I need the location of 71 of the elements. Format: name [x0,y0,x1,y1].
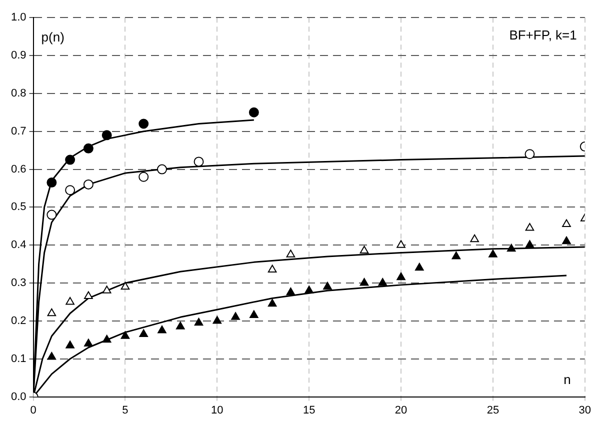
point [250,310,258,318]
y-tick-label: 0.7 [10,125,26,138]
point [415,262,424,271]
y-tick-label: 0.4 [10,239,26,252]
point [47,352,56,360]
x-tick-label: 30 [578,404,592,416]
y-tick-label: 0.8 [10,87,26,100]
point [194,156,204,167]
point [66,297,74,305]
point [562,219,571,228]
point [524,149,535,160]
x-axis-title: n [564,372,571,387]
point [120,282,130,290]
point [268,264,277,273]
point [102,286,112,294]
x-tick-label: 10 [211,404,224,416]
point [46,178,57,188]
point [488,250,498,258]
point [158,325,166,334]
point [470,234,479,242]
point [47,308,56,316]
y-tick-label: 1.0 [10,12,26,24]
point [286,250,296,258]
point [102,334,112,343]
text: BF+FP, k=1 [509,28,577,43]
point [212,316,222,324]
point [525,223,534,231]
y-tick-label: 0.3 [10,277,26,290]
point [84,338,93,346]
point [120,331,130,339]
point [194,318,204,326]
x-tick-label: 25 [486,404,500,416]
point [65,185,76,196]
x-tick-label: 0 [30,404,36,416]
point [286,288,296,296]
point [156,164,167,174]
point [562,236,571,244]
point [323,282,332,290]
point [138,118,149,129]
point [46,210,57,220]
point [360,246,369,254]
point [83,143,94,154]
point [176,322,185,330]
y-tick-label: 0.9 [10,50,26,62]
point [304,286,314,294]
point [139,329,148,337]
point [452,251,461,260]
y-tick-label: 0.0 [10,390,26,403]
point [506,244,516,252]
point [360,278,369,286]
point [268,298,277,307]
point [231,312,240,320]
point [525,240,534,248]
point [396,240,406,248]
y-axis-title: p(n) [41,30,64,45]
x-tick-label: 20 [394,404,408,416]
y-tick-label: 0.2 [10,314,26,327]
point [102,130,112,140]
point [66,340,74,348]
x-tick-label: 5 [122,404,128,416]
point [83,179,94,190]
y-tick-label: 0.5 [10,201,26,214]
point [396,272,406,280]
y-tick-label: 0.6 [10,163,26,176]
point [84,291,93,300]
point [65,154,76,165]
x-tick-label: 15 [302,404,316,416]
point [378,278,388,286]
y-tick-label: 0.1 [10,352,26,365]
point [248,107,259,118]
point [138,172,149,182]
